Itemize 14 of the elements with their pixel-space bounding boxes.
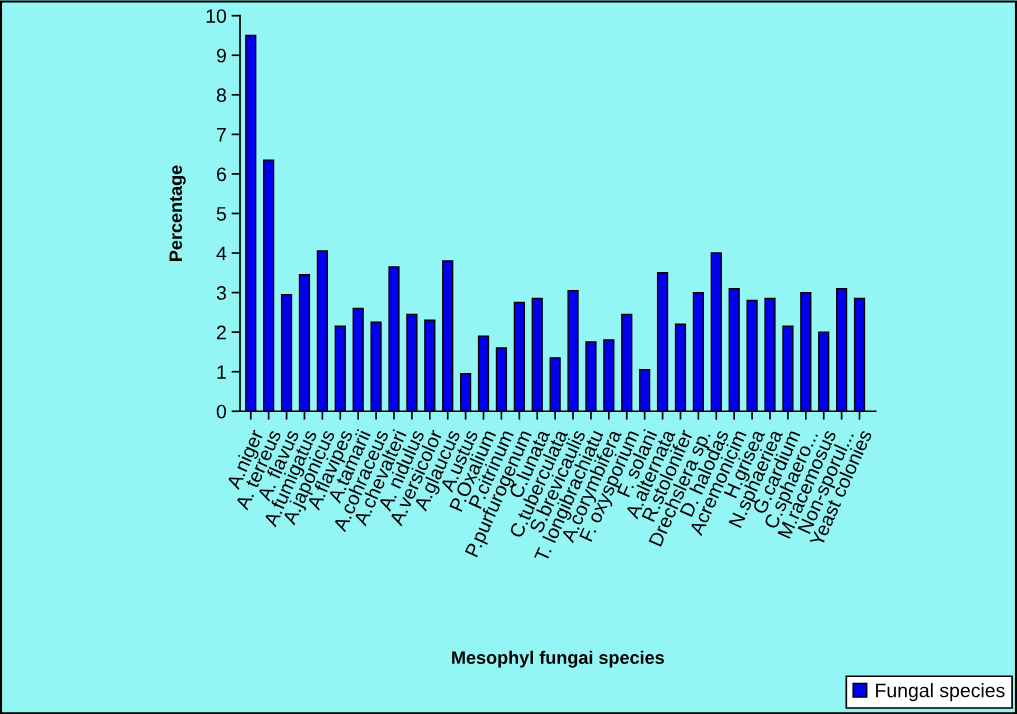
y-tick-label: 0: [216, 404, 227, 419]
y-tick-label: 1: [217, 365, 226, 379]
y-tick-label: 4: [216, 246, 227, 261]
y-tick-label: 3: [216, 286, 226, 300]
y-tick-label: 10: [206, 9, 227, 23]
y-tick-label: 8: [216, 88, 226, 103]
y-axis-title: Percentage: [169, 165, 186, 261]
legend-label: Fungal species: [876, 683, 1005, 702]
y-tick-label: 5: [216, 207, 226, 221]
x-axis-title: Mesophyl fungai species: [452, 650, 664, 668]
y-tick-label: 6: [216, 167, 226, 182]
y-tick-label: 7: [217, 128, 226, 142]
y-tick-label: 9: [216, 48, 226, 63]
y-tick-label: 2: [216, 325, 226, 340]
